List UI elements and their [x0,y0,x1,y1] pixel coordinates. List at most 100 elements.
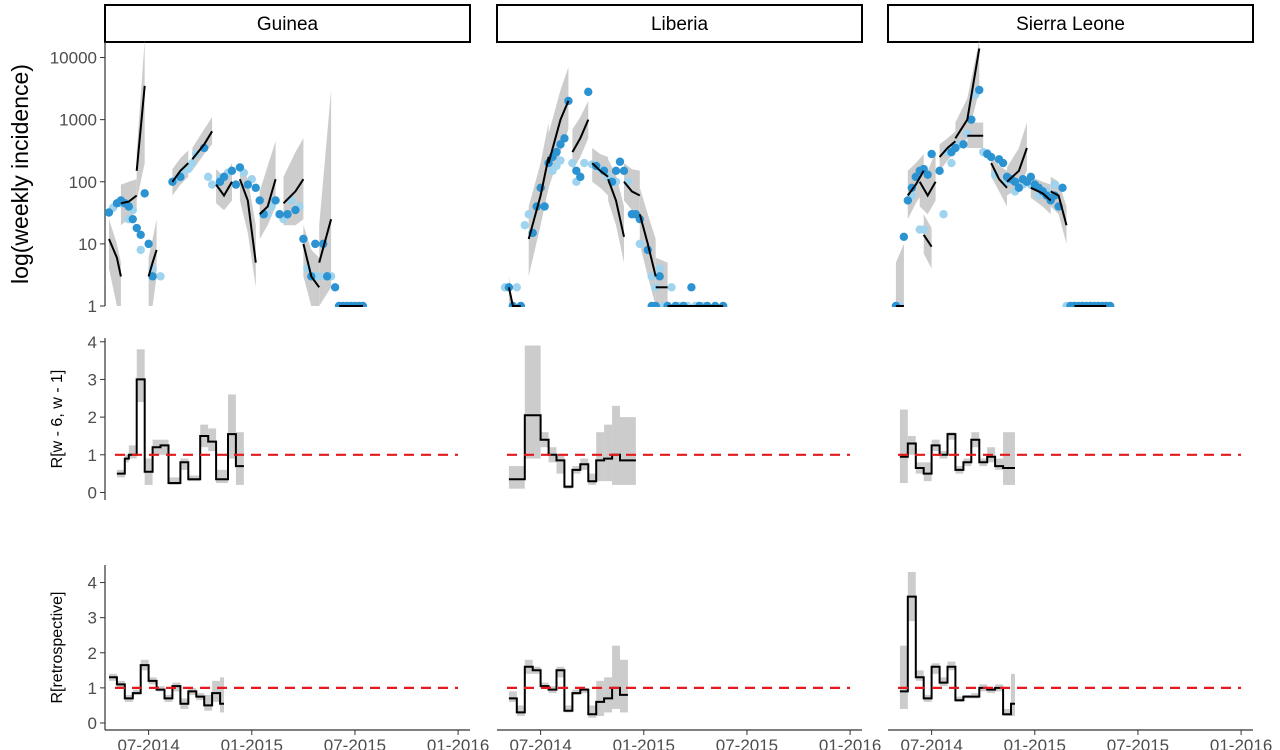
forecast-ribbon [303,225,320,306]
x-tick-label: 01-2015 [221,736,283,750]
r-retro-panel [507,645,850,718]
forecast-line [1050,190,1068,226]
r-interval-band [915,670,924,681]
forecast-line [954,48,981,139]
observed-point-dark [619,166,629,176]
observed-point-dark [235,163,245,172]
r-interval-band [216,469,228,484]
x-tick-label: 01-2015 [1004,736,1066,750]
r-interval-band [168,477,181,485]
forecast-line [607,178,625,238]
r-interval-band [899,409,908,484]
observed-point-light [1050,180,1059,189]
observed-point-light [647,272,656,281]
r-retro-panel [108,659,458,713]
r-interval-band [208,428,217,452]
r-retro-panel [898,572,1241,716]
observed-point-light [512,283,522,292]
observed-point-dark [322,272,332,281]
observed-point-dark [986,152,996,162]
observed-point-light [188,158,197,168]
y-tick-label: 0 [88,714,97,733]
r-interval-band [995,458,1004,470]
facet-strip [887,4,1254,43]
observed-point-dark [271,196,280,205]
r-interval-band [596,680,605,716]
x-tick-label: 01-2016 [1210,736,1272,750]
observed-point-light [939,210,948,219]
r-interval-band [227,394,236,459]
observed-point-dark [540,202,549,211]
r-window-panel [507,345,850,489]
r-window-panel [898,409,1241,485]
y-tick-label: 10000 [50,49,97,68]
observed-point-light [947,158,956,168]
observed-point-light [556,156,565,165]
forecast-line [318,218,333,263]
forecast-line [918,181,937,198]
forecast-line [171,162,189,183]
y-tick-label: 0 [88,483,97,502]
observed-point-dark [140,189,149,198]
observed-point-dark [959,140,968,149]
x-tick-label: 07-2014 [509,736,571,750]
x-tick-label: 07-2015 [1107,736,1169,750]
r-interval-band [180,458,189,470]
observed-point-dark [275,210,284,219]
forecast-line [191,130,213,160]
forecast-ribbon [955,41,980,153]
observed-point-light [667,283,676,292]
r-interval-band [1003,708,1011,716]
observed-point-dark [330,283,340,292]
y-tick-label: 1 [88,679,97,698]
observed-point-dark [951,143,960,153]
r-interval-band [508,466,525,489]
y-tick-label: 10 [78,235,97,254]
observed-point-dark [935,166,944,176]
observed-point-light [267,202,276,211]
r-interval-band [899,645,908,709]
r-interval-band [907,435,916,455]
y-tick-label: 100 [69,173,97,192]
forecast-line [282,178,305,205]
forecast-line [1030,186,1052,202]
observed-point-dark [219,172,229,182]
r-median-line [109,664,224,707]
forecast-line [591,162,609,178]
forecast-line [259,178,277,215]
observed-point-light [524,210,533,219]
forecast-line [238,178,257,263]
r-median-line [508,665,628,716]
observed-point-dark [584,87,593,97]
incidence-panel [500,67,728,307]
forecast-line [135,85,146,171]
r-interval-band [612,405,620,485]
observed-point-dark [560,134,569,143]
forecast-line [147,249,158,277]
forecast-ribbon [239,163,256,288]
forecast-line [623,181,641,197]
r-interval-band [556,666,565,678]
y-tick-label: 1 [88,297,97,316]
x-tick-label: 01-2016 [427,736,489,750]
observed-point-dark [299,234,308,244]
observed-point-dark [655,272,664,281]
r-interval-band [564,705,573,713]
y-tick-label: 4 [88,333,97,352]
x-tick-label: 07-2014 [117,736,179,750]
observed-point-light [568,158,577,168]
observed-point-dark [243,180,253,189]
y-tick-label: 3 [88,370,97,389]
observed-point-dark [611,166,621,176]
forecast-line [108,238,122,277]
r-median-line [899,595,1015,716]
observed-point-dark [291,205,300,215]
x-tick-label: 01-2016 [819,736,881,750]
facet-label: Liberia [651,14,708,35]
y-tick-label: 1 [88,446,97,465]
y-axis-label: log(weekly incidence) [7,64,33,284]
r-median-line [116,378,244,484]
r-interval-band [947,432,956,440]
r-interval-band [160,439,169,455]
